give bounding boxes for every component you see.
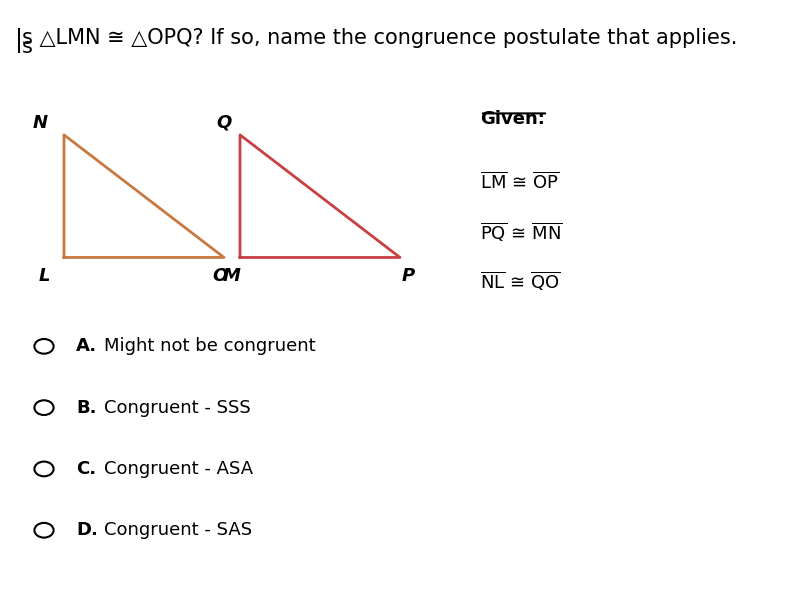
Text: L: L (38, 267, 50, 285)
Text: Is: Is (16, 37, 39, 57)
Text: $\overline{\mathrm{LM}}$ ≅ $\overline{\mathrm{OP}}$: $\overline{\mathrm{LM}}$ ≅ $\overline{\m… (480, 172, 559, 193)
Text: C.: C. (76, 460, 96, 478)
Text: A.: A. (76, 337, 97, 356)
Text: Is △LMN ≅ △OPQ? If so, name the congruence postulate that applies.: Is △LMN ≅ △OPQ? If so, name the congruen… (16, 28, 738, 48)
Text: $\overline{\mathrm{NL}}$ ≅ $\overline{\mathrm{QO}}$: $\overline{\mathrm{NL}}$ ≅ $\overline{\m… (480, 270, 560, 292)
Text: Congruent - SAS: Congruent - SAS (104, 521, 252, 539)
Text: O: O (212, 267, 228, 285)
Text: B.: B. (76, 398, 97, 417)
Text: M: M (223, 267, 241, 285)
Text: Congruent - SSS: Congruent - SSS (104, 398, 250, 417)
Text: $\overline{\mathrm{PQ}}$ ≅ $\overline{\mathrm{MN}}$: $\overline{\mathrm{PQ}}$ ≅ $\overline{\m… (480, 221, 562, 243)
Text: Given:: Given: (480, 110, 545, 128)
Text: Congruent - ASA: Congruent - ASA (104, 460, 253, 478)
Text: N: N (33, 113, 47, 132)
Text: D.: D. (76, 521, 98, 539)
Text: Q: Q (216, 113, 232, 132)
Text: P: P (402, 267, 414, 285)
Text: Might not be congruent: Might not be congruent (104, 337, 316, 356)
